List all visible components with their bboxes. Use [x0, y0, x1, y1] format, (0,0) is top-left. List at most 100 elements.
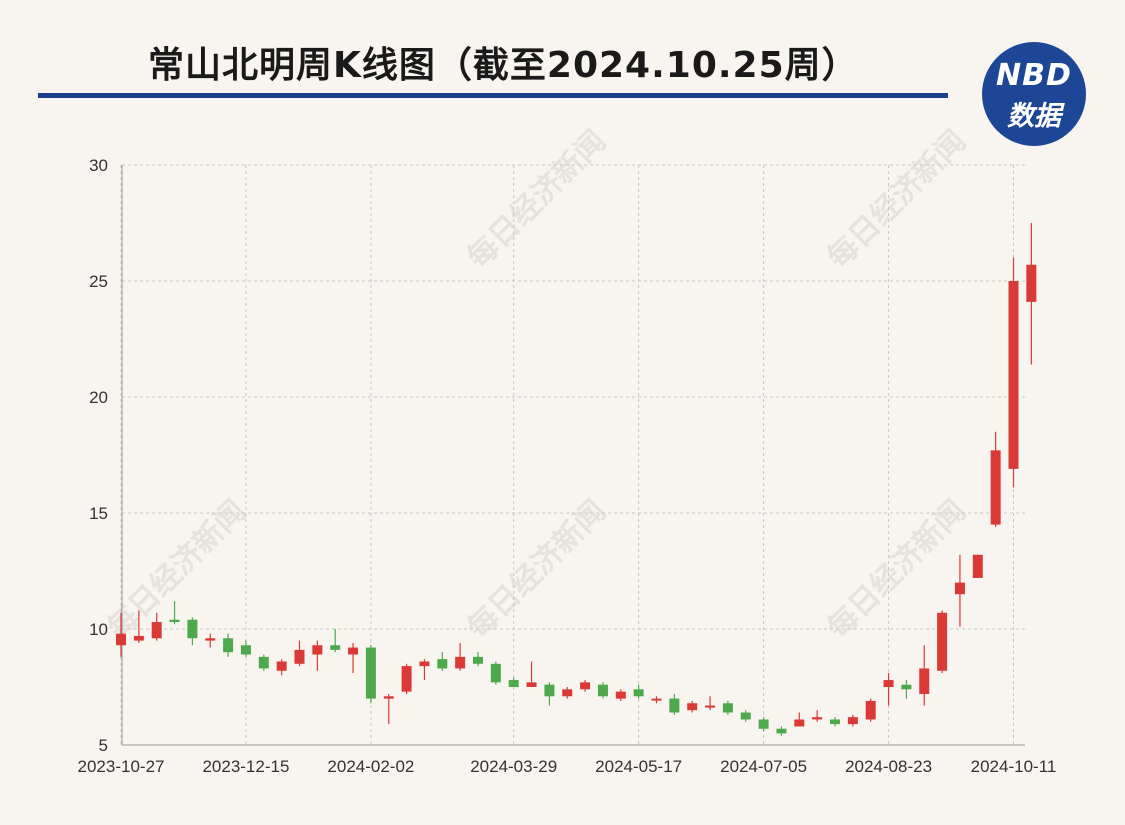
watermark-text: 每日经济新闻: [821, 494, 973, 646]
candle-body: [954, 582, 965, 595]
candle-body: [830, 719, 840, 725]
candle-body: [651, 698, 662, 701]
candle: [276, 659, 287, 676]
axes: [121, 165, 1025, 746]
watermark-text: 每日经济新闻: [461, 494, 613, 646]
candle: [526, 661, 537, 687]
y-tick-label: 15: [89, 504, 108, 523]
watermark-text: 每日经济新闻: [101, 494, 253, 646]
candle: [758, 717, 769, 732]
candle-body: [562, 689, 573, 697]
candle: [383, 693, 394, 725]
candle: [776, 726, 787, 736]
candle: [330, 629, 341, 653]
candle: [187, 617, 198, 646]
candle-body: [401, 666, 412, 692]
candle-body: [812, 717, 823, 720]
candle-body: [990, 450, 1001, 525]
candle-body: [365, 647, 376, 699]
y-tick-label: 5: [99, 736, 108, 755]
candle-body: [740, 712, 751, 720]
candle: [1008, 257, 1019, 488]
candle-body: [972, 554, 983, 578]
candle: [437, 652, 448, 671]
candle: [205, 633, 216, 648]
candle: [133, 610, 144, 643]
candle-body: [883, 680, 894, 687]
candle: [633, 684, 644, 699]
candle: [490, 661, 501, 685]
candle: [151, 612, 162, 641]
candle-body: [294, 649, 305, 664]
candle: [937, 610, 948, 674]
candle: [972, 554, 983, 578]
candle: [580, 680, 591, 692]
x-tick-label: 2024-05-17: [595, 757, 682, 776]
candle: [597, 682, 608, 699]
candle: [312, 640, 323, 671]
candle: [240, 640, 251, 657]
nbd-logo: NBD 数据: [982, 42, 1086, 146]
candle: [348, 642, 359, 674]
candle-body: [276, 661, 287, 671]
grid-lines: [120, 164, 1025, 745]
candle-body: [348, 647, 359, 655]
logo-text-bottom: 数据: [1007, 101, 1061, 132]
candle-body: [240, 645, 251, 655]
candle: [615, 689, 626, 701]
candle-body: [151, 622, 162, 639]
y-tick-label: 20: [89, 388, 108, 407]
x-tick-label: 2024-02-02: [327, 757, 414, 776]
candle-body: [455, 656, 466, 669]
candle: [847, 714, 858, 727]
candle-body: [437, 659, 448, 669]
candle-body: [901, 684, 912, 690]
candle: [401, 663, 412, 694]
candle: [740, 710, 751, 722]
candle: [883, 673, 894, 706]
y-tick-label: 10: [89, 620, 108, 639]
candle-body: [669, 698, 680, 713]
candle-body: [187, 619, 198, 639]
candle-body: [847, 717, 858, 725]
candle: [116, 612, 126, 657]
candle-body: [919, 668, 930, 694]
candle: [223, 633, 234, 657]
x-tick-label: 2024-03-29: [470, 757, 557, 776]
tick-labels: 5 10 15 20 25 30 2023-10-27 2023-12-15 2024-02-0…: [78, 156, 1057, 776]
candles: [116, 223, 1037, 736]
candle-body: [169, 619, 180, 623]
candle-body: [1026, 264, 1037, 302]
candle-body: [937, 612, 948, 671]
x-tick-label: 2024-07-05: [720, 757, 807, 776]
candle: [901, 680, 912, 699]
candle-body: [490, 663, 501, 683]
candle-body: [526, 682, 537, 687]
candle: [794, 712, 805, 727]
candle: [258, 654, 269, 671]
candle: [687, 700, 698, 713]
candle: [473, 652, 483, 667]
candle-body: [223, 638, 234, 653]
watermark-text: 每日经济新闻: [461, 124, 613, 276]
candle-body: [615, 691, 626, 699]
candle: [990, 431, 1001, 527]
candle-body: [312, 645, 323, 655]
candle-body: [473, 656, 483, 664]
candle-body: [419, 661, 430, 667]
candle-body: [597, 684, 608, 697]
candle: [812, 710, 823, 722]
candle-body: [580, 682, 591, 690]
candle: [830, 717, 840, 727]
candle-body: [330, 645, 341, 650]
candle: [865, 698, 876, 722]
chart-title: 常山北明周K线图（截至2024.10.25周）: [148, 45, 859, 86]
candle: [722, 700, 733, 715]
candle: [169, 601, 180, 625]
candle: [1026, 223, 1037, 365]
candle-body: [116, 633, 126, 646]
candle-body: [776, 728, 787, 734]
x-tick-label: 2023-10-27: [78, 757, 165, 776]
